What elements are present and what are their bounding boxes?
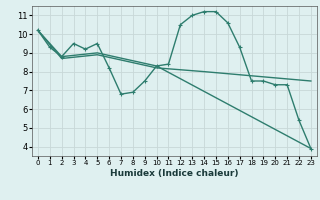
X-axis label: Humidex (Indice chaleur): Humidex (Indice chaleur) <box>110 169 239 178</box>
